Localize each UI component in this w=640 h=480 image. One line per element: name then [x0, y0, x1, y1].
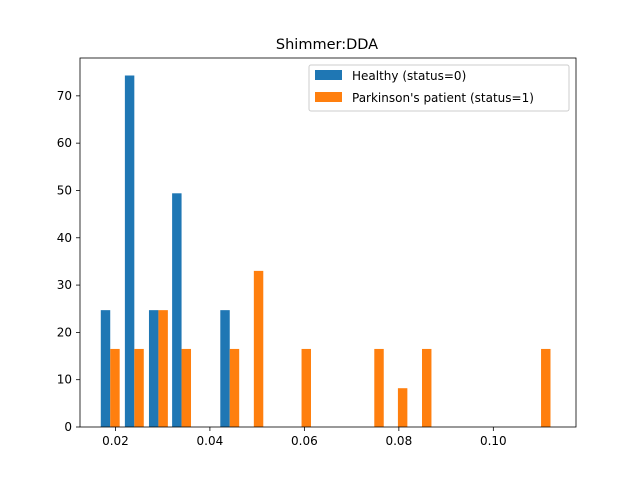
bar-series1-10	[541, 348, 551, 427]
bar-series0-1	[124, 75, 135, 427]
y-tick-label: 20	[57, 325, 72, 339]
legend-label-healthy: Healthy (status=0)	[352, 69, 466, 83]
bar-series1-4	[229, 348, 240, 427]
x-axis: 0.02 0.04 0.06 0.08 0.10	[102, 427, 507, 448]
x-tick-label: 0.08	[385, 434, 412, 448]
bar-series1-8	[397, 388, 408, 427]
bar-series1-6	[301, 348, 311, 427]
bar-series0-3	[172, 193, 182, 427]
chart-title: Shimmer:DDA	[276, 37, 378, 53]
legend-label-parkinsons: Parkinson's patient (status=1)	[352, 91, 534, 105]
y-tick-label: 70	[57, 89, 72, 103]
bar-series0-4	[220, 310, 230, 427]
bar-series1-2	[158, 310, 168, 427]
bar-series0-2	[148, 310, 159, 427]
y-tick-label: 50	[57, 183, 72, 197]
x-tick-label: 0.06	[291, 434, 318, 448]
bar-series1-0	[110, 348, 120, 427]
x-tick-label: 0.04	[197, 434, 224, 448]
y-tick-label: 0	[64, 420, 72, 434]
legend: Healthy (status=0) Parkinson's patient (…	[308, 64, 570, 112]
bar-series1-7	[374, 348, 384, 427]
y-tick-label: 60	[57, 136, 72, 150]
legend-swatch-healthy	[315, 70, 342, 80]
y-tick-label: 30	[57, 278, 72, 292]
plot-frame	[79, 57, 577, 428]
y-tick-label: 10	[57, 373, 72, 387]
bar-series1-3	[181, 348, 192, 427]
bar-series1-9	[422, 348, 432, 427]
bar-series1-1	[134, 348, 144, 427]
bar-series1-5	[253, 270, 264, 427]
x-tick-label: 0.02	[102, 434, 129, 448]
legend-box	[308, 64, 570, 112]
legend-swatch-parkinsons	[315, 92, 342, 102]
bars-layer	[100, 75, 551, 427]
bar-series0-0	[100, 310, 111, 427]
y-axis: 0 10 20 30 40 50 60 70	[57, 89, 80, 434]
x-tick-label: 0.10	[480, 434, 507, 448]
y-tick-label: 40	[57, 231, 72, 245]
